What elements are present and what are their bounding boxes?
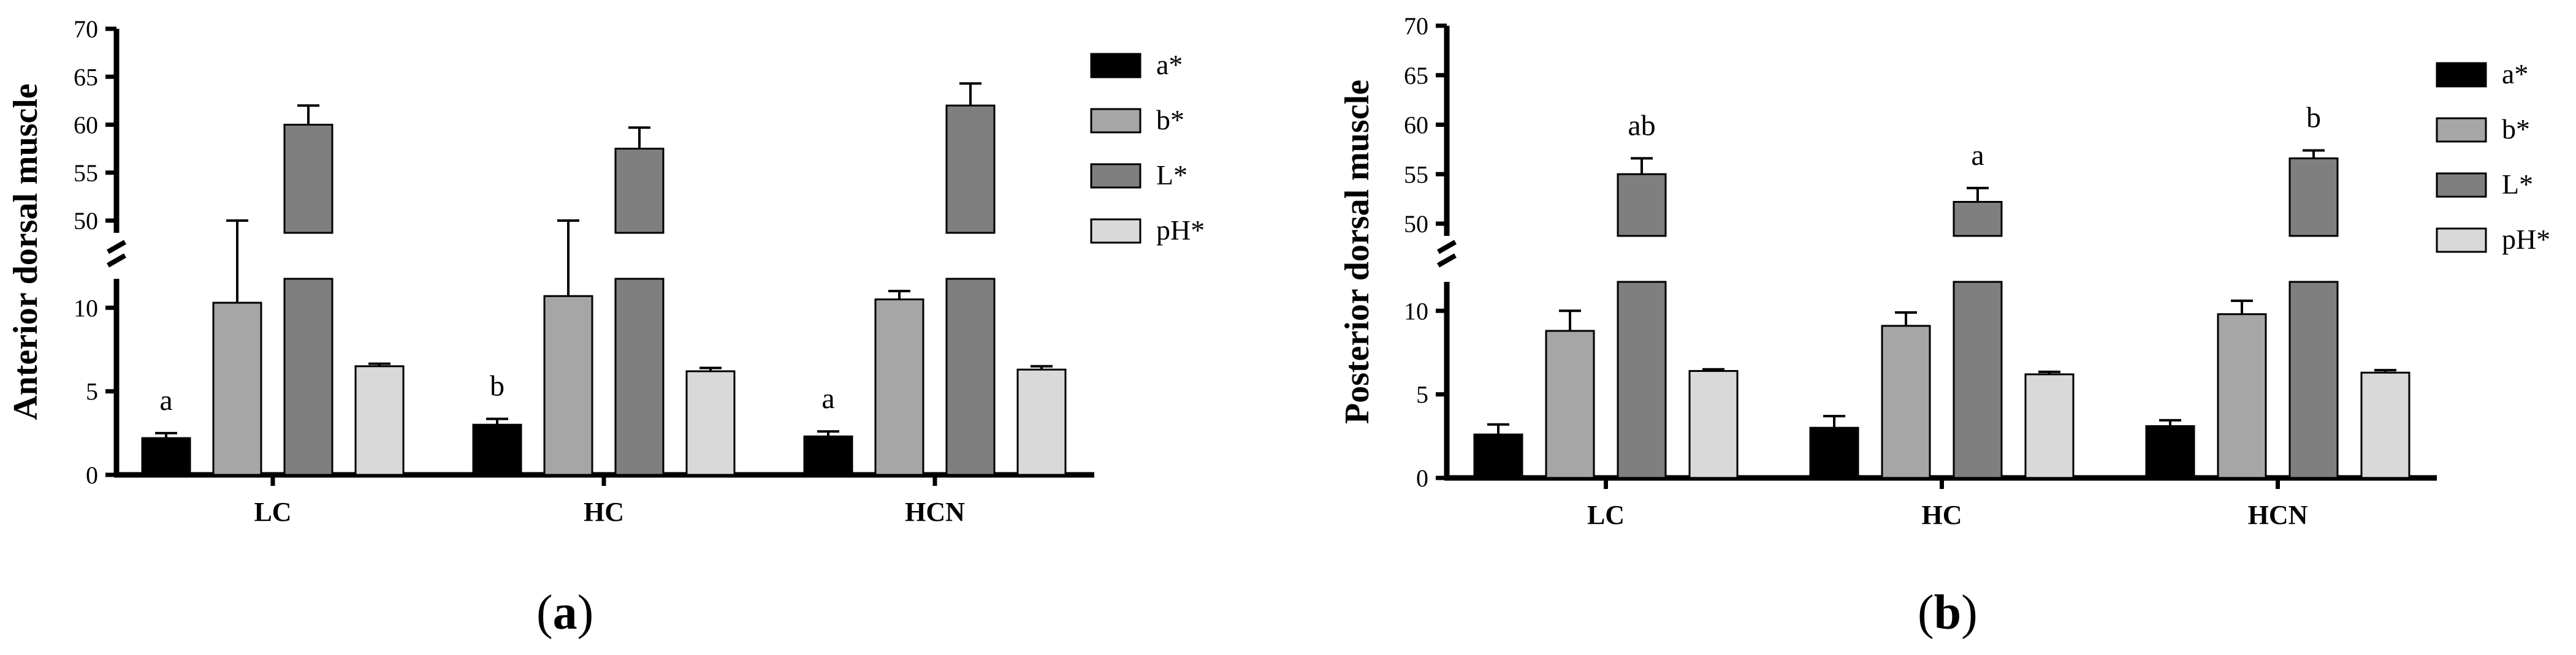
panel-b-letter: b [1934, 586, 1962, 640]
bar [2217, 313, 2267, 479]
panel-b-caption: (b) [1918, 586, 1978, 640]
legend-label: L* [2502, 168, 2533, 200]
y-tick-label: 10 [74, 294, 98, 322]
bar [2360, 371, 2410, 479]
x-tick-label: HC [1922, 500, 1962, 530]
bar [2288, 157, 2339, 237]
y-tick-label: 5 [86, 378, 98, 406]
axis-break-mark [1437, 240, 1457, 254]
bar [1688, 369, 1739, 479]
axis-break-mark [107, 240, 126, 254]
legend-swatch [1090, 108, 1141, 134]
legend-swatch [1090, 53, 1141, 78]
bar [685, 370, 736, 476]
y-tick-label: 65 [1404, 62, 1428, 89]
y-tick-label: 55 [74, 159, 98, 187]
bar [212, 301, 262, 476]
significance-label: ab [1628, 109, 1655, 142]
bar [2288, 281, 2339, 479]
legend-swatch [2436, 117, 2487, 143]
x-tick-label: LC [254, 497, 291, 527]
significance-label: a [159, 384, 172, 417]
bar [141, 437, 191, 476]
bar [2145, 425, 2195, 479]
x-tick-label: LC [1587, 500, 1625, 530]
y-tick-label: 55 [1404, 161, 1428, 188]
legend-swatch [2436, 62, 2487, 88]
bar [1881, 325, 1931, 479]
bar [354, 365, 405, 476]
bar [945, 278, 996, 476]
bar [874, 298, 924, 476]
bar [283, 124, 333, 234]
y-tick-label: 0 [1416, 464, 1428, 492]
x-tick-label: HC [584, 497, 624, 527]
axis-break-mark [107, 253, 126, 268]
x-tick-label: HCN [2248, 500, 2308, 530]
panel-a-letter: a [552, 586, 577, 640]
legend-label: a* [2502, 58, 2528, 89]
significance-label: b [490, 370, 505, 403]
legend-swatch [1090, 218, 1141, 244]
bar [472, 423, 522, 476]
legend-swatch [1090, 163, 1141, 189]
y-axis-label: Posterior dorsal muscle [1338, 80, 1376, 424]
y-axis-label: Anterior dorsal muscle [7, 83, 45, 420]
legend-label: pH* [2502, 224, 2550, 255]
significance-label: a [1971, 139, 1984, 172]
significance-label: b [2306, 101, 2321, 134]
y-tick-label: 70 [74, 15, 98, 43]
legend-label: pH* [1156, 214, 1205, 246]
x-tick-label: HCN [905, 497, 965, 527]
bar [1617, 173, 1667, 237]
y-tick-label: 60 [74, 112, 98, 139]
bar [614, 148, 665, 234]
y-tick-label: 10 [1404, 297, 1428, 325]
y-tick-label: 50 [74, 207, 98, 235]
significance-label: a [821, 382, 834, 415]
bar [1545, 330, 1595, 479]
bar [1953, 281, 2003, 479]
y-tick-label: 50 [1404, 210, 1428, 238]
y-tick-label: 65 [74, 63, 98, 91]
legend-label: L* [1156, 159, 1187, 191]
bar [543, 295, 593, 476]
legend-label: a* [1156, 49, 1183, 80]
bar [614, 278, 665, 476]
panel-b: 0 5 10 50 55 60 65 70 Posterior dorsal muscle LC H… [1338, 12, 2550, 530]
bar [2024, 373, 2075, 479]
y-tick-label: 5 [1416, 381, 1428, 409]
bar [1953, 200, 2003, 237]
legend-swatch [2436, 172, 2487, 198]
bar [1809, 426, 1859, 479]
bar [945, 104, 996, 234]
panel-a-caption: (a) [536, 586, 594, 640]
bar [1473, 433, 1523, 479]
y-tick-label: 60 [1404, 112, 1428, 139]
panel-a: 0 5 10 50 55 60 65 70 Anterior dorsal muscle LC HC… [7, 15, 1205, 527]
legend-swatch [2436, 227, 2487, 253]
bar [1617, 281, 1667, 479]
legend-label: b* [2502, 113, 2530, 145]
bar [283, 278, 333, 476]
legend-label: b* [1156, 104, 1184, 135]
y-tick-label: 0 [86, 461, 98, 489]
y-tick-label: 70 [1404, 12, 1428, 40]
bar [1016, 368, 1067, 476]
axis-break-mark [1437, 253, 1457, 268]
bar [803, 435, 853, 476]
